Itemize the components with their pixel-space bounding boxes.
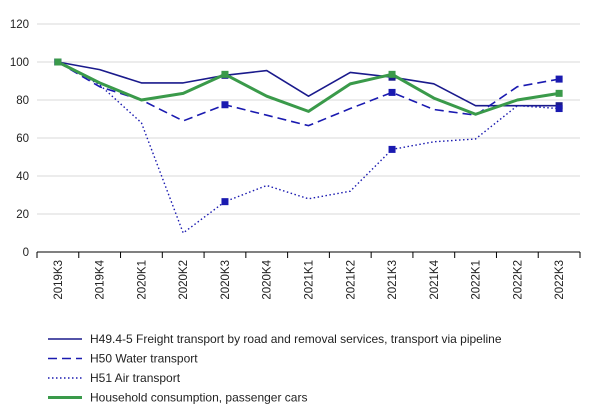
data-point-marker: [555, 75, 563, 83]
x-tick-label: 2020K1: [136, 260, 148, 300]
x-tick-label: 2022K3: [554, 260, 566, 300]
x-tick-label: 2021K3: [387, 260, 399, 300]
data-point-marker: [221, 70, 229, 78]
x-tick-label: 2020K3: [220, 260, 232, 300]
y-tick-label: 40: [16, 171, 29, 183]
x-tick-label: 2022K2: [512, 260, 524, 300]
x-tick-label: 2021K1: [304, 260, 316, 300]
y-tick-label: 60: [16, 133, 29, 145]
y-tick-label: 0: [23, 247, 29, 259]
x-tick-label: 2020K2: [178, 260, 190, 300]
data-point-marker: [555, 105, 563, 113]
y-tick-label: 80: [16, 95, 29, 107]
x-tick-label: 2021K2: [345, 260, 357, 300]
legend-label: H50 Water transport: [90, 352, 198, 366]
series-line-4: [57, 60, 560, 116]
legend-label: Household consumption, passenger cars: [90, 391, 307, 405]
x-tick-label: 2021K4: [429, 259, 441, 299]
series-line-3: [57, 61, 560, 234]
y-tick-label: 120: [10, 19, 29, 31]
data-point-marker: [54, 58, 62, 66]
x-tick-label: 2019K3: [53, 260, 65, 300]
data-point-marker: [388, 145, 396, 153]
data-point-marker: [221, 198, 229, 206]
data-point-marker: [221, 101, 229, 109]
legend-label: H51 Air transport: [90, 371, 181, 385]
x-tick-label: 2022K1: [471, 260, 483, 300]
y-tick-label: 100: [10, 57, 29, 69]
data-point-marker: [388, 88, 396, 96]
x-tick-label: 2019K4: [95, 259, 107, 299]
series-line-1: [57, 61, 560, 107]
y-tick-label: 20: [16, 209, 29, 221]
data-point-marker: [555, 89, 563, 97]
data-point-marker: [388, 70, 396, 78]
x-tick-label: 2020K4: [262, 259, 274, 299]
legend-label: H49.4-5 Freight transport by road and re…: [90, 332, 502, 346]
